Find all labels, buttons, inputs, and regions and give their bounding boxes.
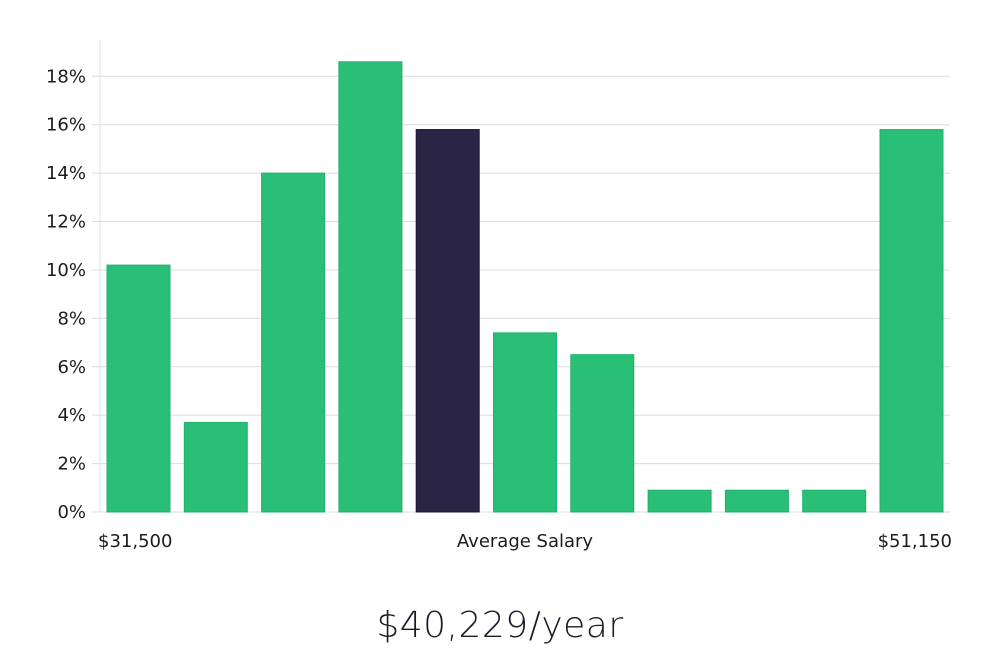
x-label-max: $51,150 <box>878 531 952 552</box>
x-axis-labels: $31,500 Average Salary $51,150 <box>98 531 952 552</box>
bar <box>647 489 712 513</box>
bar <box>724 489 789 513</box>
y-tick-label: 6% <box>57 357 86 378</box>
bar <box>183 421 248 513</box>
bar <box>338 61 403 513</box>
y-tick-labels: 0% 2% 4% 6% 8% 10% 12% 14% 16% 18% <box>46 66 86 523</box>
x-label-min: $31,500 <box>98 531 172 552</box>
average-salary-value: $40,229/year <box>376 605 624 646</box>
y-tick-label: 16% <box>46 115 86 136</box>
y-tick-label: 8% <box>57 308 86 329</box>
x-label-average: Average Salary <box>457 531 594 552</box>
bar <box>106 264 171 513</box>
bar <box>802 489 867 513</box>
bar <box>879 129 944 513</box>
y-tick-label: 2% <box>57 454 86 475</box>
bar <box>493 332 557 513</box>
bar <box>570 354 635 513</box>
y-tick-label: 0% <box>57 502 86 523</box>
y-tick-label: 14% <box>46 163 86 184</box>
y-tick-label: 4% <box>57 405 86 426</box>
y-tick-label: 18% <box>46 66 86 87</box>
bar <box>261 172 326 513</box>
bar-average-salary <box>415 129 480 513</box>
bar-chart: 0% 2% 4% 6% 8% 10% 12% 14% 16% 18% $31,500 Averag… <box>46 40 952 552</box>
y-tick-label: 12% <box>46 212 86 233</box>
y-tick-label: 10% <box>46 260 86 281</box>
bars <box>106 61 944 513</box>
